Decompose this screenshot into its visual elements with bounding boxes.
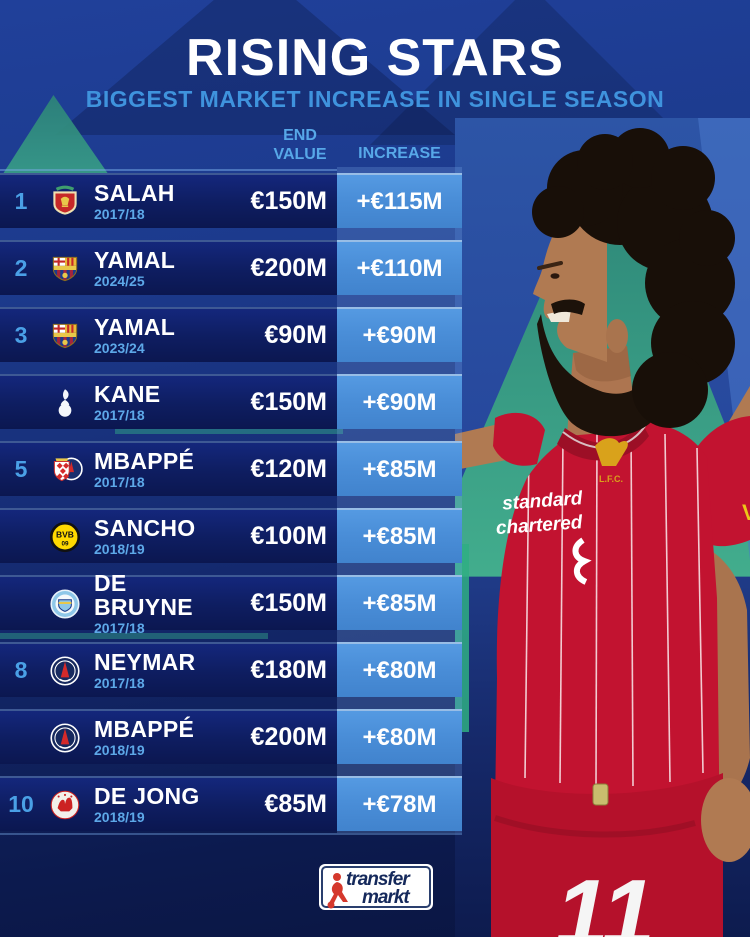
rank-cell: 5 (14, 456, 28, 482)
season-label: 2017/18 (94, 675, 145, 692)
end-value-cell: €180M (250, 656, 327, 684)
club-badge-psg-icon (42, 653, 88, 689)
club-badge-barcelona-icon (42, 318, 88, 354)
shirt-number: 11 (555, 860, 655, 937)
season-label: 2018/19 (94, 541, 145, 558)
increase-cell: +€110M (337, 240, 462, 295)
end-value-cell: €150M (250, 589, 327, 617)
background-teal-slash (115, 429, 343, 434)
club-badge-ajax-icon (42, 787, 88, 823)
end-value-cell: €150M (250, 388, 327, 416)
club-badge-tottenham-icon (42, 385, 88, 421)
rank-cell: 2 (14, 255, 28, 281)
increase-cell: +€78M (337, 776, 462, 831)
background-teal-slash (0, 633, 268, 639)
table-row: SANCHO 2018/19 €100M +€85M (0, 508, 462, 563)
table-bottom-line (0, 833, 462, 835)
season-label: 2017/18 (94, 474, 145, 491)
club-badge-psg-icon (42, 720, 88, 756)
club-badge-barcelona-icon (42, 251, 88, 287)
end-value-cell: €90M (264, 321, 327, 349)
increase-cell: +€80M (337, 642, 462, 697)
end-value-cell: €200M (250, 254, 327, 282)
increase-cell: +€85M (337, 441, 462, 496)
season-label: 2017/18 (94, 206, 145, 223)
end-value-cell: €120M (250, 455, 327, 483)
table-row: 2 YAMAL 2024/25 €200M +€110M (0, 240, 462, 295)
rank-cell: 3 (14, 322, 28, 348)
column-header-end-value: END VALUE (273, 127, 327, 164)
end-value-cell: €200M (250, 723, 327, 751)
increase-cell: +€90M (337, 374, 462, 429)
table-row: 5 MBAPPÉ 2017/18 €120M +€85M (0, 441, 462, 496)
club-badge-dortmund-icon (42, 519, 88, 555)
player-name: YAMAL (94, 314, 176, 341)
increase-cell: +€85M (337, 508, 462, 563)
table-row: MBAPPÉ 2018/19 €200M +€80M (0, 709, 462, 764)
player-name: SALAH (94, 180, 175, 207)
jersey-crest-label: L.F.C. (599, 474, 623, 484)
column-header-increase: INCREASE (358, 145, 441, 162)
end-value-cell: €85M (264, 790, 327, 818)
season-label: 2023/24 (94, 340, 145, 357)
increase-cell: +€85M (337, 575, 462, 630)
logo-text-line2: markt (362, 887, 410, 908)
player-name: YAMAL (94, 247, 176, 274)
increase-cell: +€115M (337, 173, 462, 228)
rank-cell: 1 (14, 188, 28, 214)
player-figure: V (455, 128, 750, 937)
season-label: 2017/18 (94, 407, 145, 424)
season-label: 2018/19 (94, 809, 145, 826)
player-name: DE JONG (94, 783, 200, 810)
increase-cell: +€90M (337, 307, 462, 362)
page-subtitle: BIGGEST MARKET INCREASE IN SINGLE SEASON (85, 86, 665, 112)
player-name: DE BRUYNE (94, 570, 193, 621)
table-row: 8 NEYMAR 2017/18 €180M +€80M (0, 642, 462, 697)
player-photo: V (455, 118, 750, 937)
logo-player-icon (327, 873, 348, 909)
increase-cell: +€80M (337, 709, 462, 764)
table-row: 3 YAMAL 2023/24 €90M +€90M (0, 307, 462, 362)
rank-cell: 8 (14, 657, 28, 683)
svg-text:V: V (742, 500, 750, 525)
end-value-cell: €100M (250, 522, 327, 550)
ranking-table: 1 SALAH 2017/18 €150M +€115M 2 YAMAL 202… (0, 173, 462, 843)
club-badge-liverpool-icon (42, 184, 88, 220)
table-row: 10 DE JONG 2018/19 €85M +€78M (0, 776, 462, 831)
club-badge-man-city-icon (42, 586, 88, 622)
transfermarkt-logo: transfer markt (319, 864, 433, 910)
season-label: 2024/25 (94, 273, 145, 290)
end-value-cell: €150M (250, 187, 327, 215)
season-label: 2018/19 (94, 742, 145, 759)
player-name: SANCHO (94, 515, 196, 542)
player-name: KANE (94, 381, 161, 408)
table-row: 1 SALAH 2017/18 €150M +€115M (0, 173, 462, 228)
table-row: KANE 2017/18 €150M +€90M (0, 374, 462, 429)
player-name: NEYMAR (94, 649, 196, 676)
table-row: DE BRUYNE 2017/18 €150M +€85M (0, 571, 462, 635)
rank-cell: 10 (8, 791, 34, 817)
club-badge-monaco-psg-icon (42, 452, 88, 488)
player-name: MBAPPÉ (94, 448, 195, 475)
page-title: RISING STARS (186, 29, 564, 87)
table-top-line (0, 169, 337, 171)
logo-text-line1: transfer (346, 869, 411, 890)
player-name: MBAPPÉ (94, 716, 195, 743)
season-label: 2017/18 (94, 620, 145, 637)
